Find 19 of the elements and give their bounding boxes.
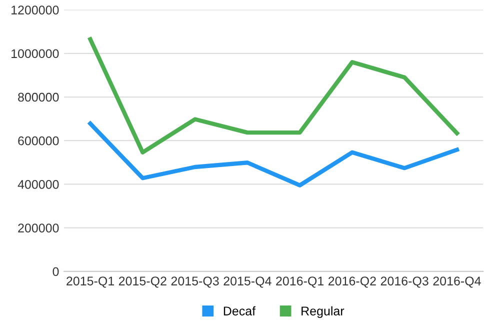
line-series bbox=[88, 37, 460, 154]
y-tick-label: 0 bbox=[52, 267, 59, 276]
y-tick-label: 200000 bbox=[18, 224, 59, 232]
x-tick-label: 2016-Q1 bbox=[276, 276, 324, 288]
line-series bbox=[88, 122, 460, 188]
y-tick-label: 800000 bbox=[18, 92, 59, 102]
legend-label: Decaf bbox=[224, 306, 256, 316]
x-tick-label: 2016-Q2 bbox=[328, 276, 376, 288]
x-tick-label: 2015-Q4 bbox=[224, 276, 272, 288]
x-tick-label: 2015-Q1 bbox=[66, 276, 114, 288]
legend-label: Regular bbox=[302, 306, 344, 318]
y-tick-label: 600000 bbox=[18, 136, 59, 146]
x-tick-label: 2015-Q2 bbox=[118, 276, 166, 288]
y-tick-label: 1000000 bbox=[12, 49, 59, 58]
y-tick-label: 1200000 bbox=[12, 6, 59, 14]
y-tick-label: 400000 bbox=[18, 180, 59, 189]
x-tick-label: 2015-Q3 bbox=[171, 276, 219, 288]
x-tick-label: 2016-Q3 bbox=[380, 276, 428, 288]
x-tick-label: 2016-Q4 bbox=[433, 276, 481, 288]
